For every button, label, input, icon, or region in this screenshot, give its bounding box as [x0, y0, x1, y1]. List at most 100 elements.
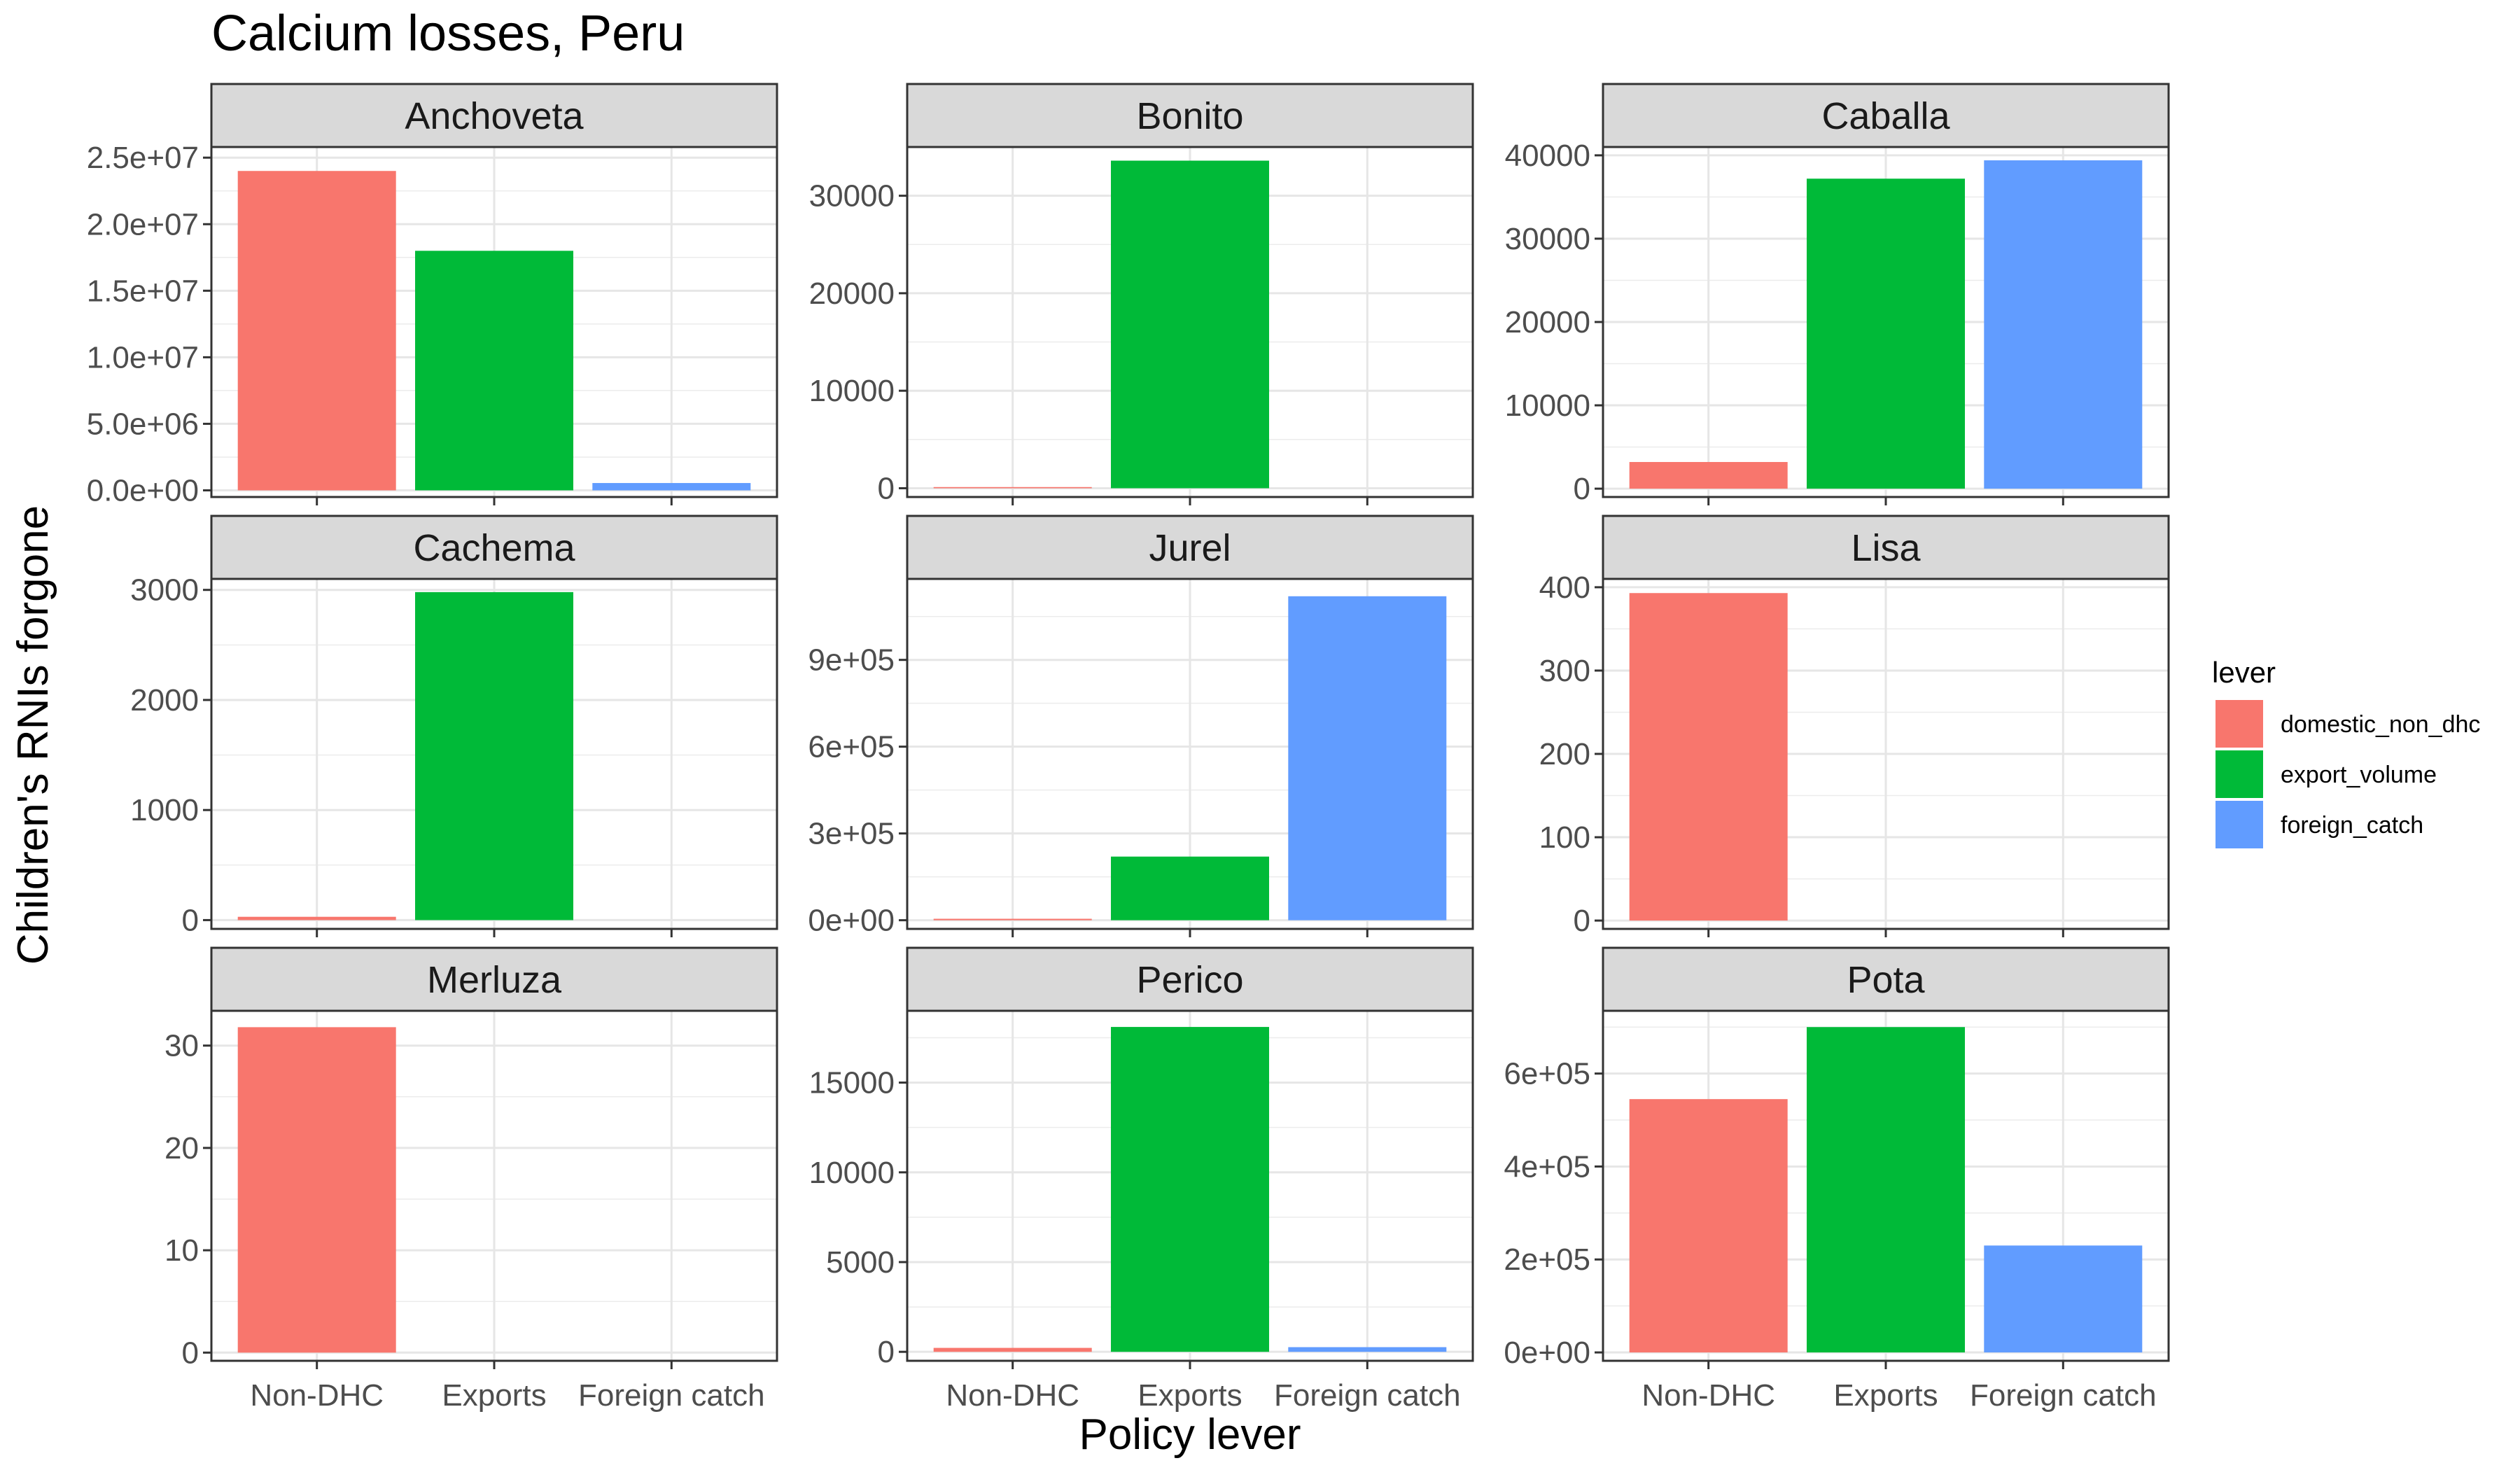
x-tick-label-non-dhc: Non-DHC — [1642, 1378, 1775, 1413]
facet-title-jurel: Jurel — [1149, 527, 1231, 569]
bar-perico-foreign-catch — [1288, 1347, 1447, 1352]
y-tick-label-pota: 6e+05 — [1504, 1057, 1590, 1091]
y-tick-label-bonito: 30000 — [809, 179, 895, 214]
x-tick-label-exports: Exports — [1138, 1378, 1242, 1413]
x-axis-title: Policy lever — [1079, 1410, 1301, 1459]
legend: lever domestic_non_dhc export_volumeforei… — [2212, 656, 2480, 848]
legend-key-foreign-catch — [2216, 801, 2263, 848]
facet-bonito: Bonito 0 10000 20000 30000 — [809, 83, 1474, 505]
facet-strip-anchoveta — [210, 83, 778, 148]
facet-title-merluza: Merluza — [427, 959, 562, 1001]
bar-anchoveta-exports — [415, 251, 573, 491]
x-tick-label-non-dhc: Non-DHC — [946, 1378, 1079, 1413]
plot-title: Calcium losses, Peru — [211, 6, 685, 62]
y-tick-label-jurel: 9e+05 — [808, 643, 895, 678]
y-tick-label-lisa: 0 — [1574, 904, 1590, 938]
bar-perico-non-dhc — [933, 1348, 1092, 1352]
y-tick-label-merluza: 10 — [164, 1233, 199, 1268]
y-tick-label-lisa: 400 — [1539, 570, 1590, 605]
y-tick-label-jurel: 6e+05 — [808, 730, 895, 764]
y-tick-label-lisa: 300 — [1539, 654, 1590, 688]
y-tick-label-cachema: 3000 — [130, 573, 199, 608]
legend-title: lever — [2212, 656, 2276, 689]
x-tick-label-foreign-catch: Foreign catch — [578, 1378, 765, 1413]
y-tick-label-merluza: 0 — [182, 1336, 199, 1370]
y-tick-label-caballa: 0 — [1574, 472, 1590, 506]
y-tick-label-pota: 2e+05 — [1504, 1242, 1590, 1277]
y-tick-label-merluza: 30 — [164, 1029, 199, 1063]
facet-perico: Perico 0 5000 10000 15000 — [809, 946, 1474, 1369]
x-tick-labels: Non-DHC Exports Foreign catch Non-DHC Export… — [250, 1378, 2156, 1413]
y-tick-label-anchoveta: 1.0e+07 — [87, 340, 199, 374]
bar-perico-exports — [1111, 1027, 1269, 1352]
facet-lisa: Lisa 0 100 200 300 400 — [1539, 514, 2170, 938]
y-tick-label-pota: 0e+00 — [1504, 1336, 1590, 1370]
facet-jurel: Jurel 0e+00 3e+05 6e+05 9e+05 — [808, 514, 1474, 938]
bar-anchoveta-foreign-catch — [592, 483, 751, 491]
y-tick-label-anchoveta: 1.5e+07 — [87, 274, 199, 308]
facets: Anchoveta 0.0e+00 5.0e+06 1.0e+07 1.5e+07 2.0… — [87, 83, 2170, 1370]
y-tick-label-merluza: 20 — [164, 1131, 199, 1166]
facet-strip-jurel — [906, 514, 1474, 580]
legend-key-export-volume — [2216, 750, 2263, 798]
y-tick-label-anchoveta: 5.0e+06 — [87, 407, 199, 441]
facet-title-cachema: Cachema — [413, 527, 575, 569]
facet-title-perico: Perico — [1136, 959, 1243, 1001]
bar-bonito-exports — [1111, 160, 1269, 489]
facet-title-caballa: Caballa — [1821, 95, 1950, 137]
y-tick-label-jurel: 0e+00 — [808, 904, 895, 938]
bar-anchoveta-non-dhc — [237, 171, 396, 491]
facet-title-lisa: Lisa — [1851, 527, 1921, 569]
y-tick-label-cachema: 2000 — [130, 683, 199, 718]
y-tick-label-caballa: 40000 — [1505, 139, 1590, 173]
facet-pota: Pota 0e+00 2e+05 4e+05 6e+05 — [1504, 946, 2170, 1370]
y-tick-label-caballa: 30000 — [1505, 222, 1590, 256]
bar-caballa-exports — [1807, 178, 1965, 489]
legend-key-domestic-non-dhc — [2216, 700, 2263, 748]
y-tick-label-perico: 15000 — [809, 1066, 895, 1100]
bar-cachema-non-dhc — [237, 916, 396, 920]
facet-title-pota: Pota — [1847, 959, 1925, 1001]
facet-strip-cachema — [210, 514, 778, 580]
y-tick-label-anchoveta: 2.5e+07 — [87, 141, 199, 175]
y-axis-title: Children's RNIs forgone — [9, 505, 57, 965]
facet-merluza: Merluza 0 10 20 30 — [164, 946, 778, 1370]
y-tick-label-bonito: 20000 — [809, 276, 895, 311]
bar-jurel-foreign-catch — [1288, 596, 1447, 920]
bar-pota-non-dhc — [1629, 1099, 1788, 1353]
facet-strip-lisa — [1602, 514, 2170, 580]
facet-cachema: Cachema 0 1000 2000 3000 — [130, 514, 778, 937]
y-tick-label-bonito: 10000 — [809, 374, 895, 408]
legend-label-foreign-catch: foreign_catch — [2281, 812, 2423, 839]
bar-jurel-exports — [1111, 856, 1269, 920]
bar-pota-exports — [1807, 1027, 1965, 1353]
legend-label-export-volume: export_volume — [2281, 762, 2437, 788]
y-tick-label-cachema: 0 — [182, 903, 199, 937]
bar-lisa-non-dhc — [1629, 593, 1788, 921]
y-tick-label-bonito: 0 — [878, 471, 895, 505]
y-tick-label-jurel: 3e+05 — [808, 817, 895, 851]
legend-label-domestic-non-dhc: domestic_non_dhc — [2281, 711, 2480, 738]
x-tick-label-exports: Exports — [442, 1378, 546, 1413]
facet-strip-bonito — [906, 83, 1474, 148]
bar-jurel-non-dhc — [933, 918, 1092, 920]
facet-strip-merluza — [210, 946, 778, 1012]
y-tick-label-perico: 10000 — [809, 1156, 895, 1190]
bar-bonito-non-dhc — [933, 486, 1092, 489]
y-tick-label-perico: 0 — [878, 1335, 895, 1369]
y-tick-label-perico: 5000 — [826, 1245, 895, 1280]
bar-pota-foreign-catch — [1984, 1245, 2143, 1353]
facet-caballa: Caballa 0 10000 20000 30000 40000 — [1505, 83, 2170, 506]
bar-cachema-exports — [415, 592, 573, 920]
facet-anchoveta: Anchoveta 0.0e+00 5.0e+06 1.0e+07 1.5e+07 2.0… — [87, 83, 778, 507]
bar-caballa-foreign-catch — [1984, 160, 2143, 489]
x-tick-label-foreign-catch: Foreign catch — [1970, 1378, 2157, 1413]
facet-title-anchoveta: Anchoveta — [405, 95, 584, 137]
bar-caballa-non-dhc — [1629, 462, 1788, 489]
y-tick-label-caballa: 10000 — [1505, 388, 1590, 423]
y-tick-label-caballa: 20000 — [1505, 305, 1590, 340]
y-tick-label-pota: 4e+05 — [1504, 1149, 1590, 1184]
y-tick-label-anchoveta: 2.0e+07 — [87, 207, 199, 241]
x-tick-label-exports: Exports — [1833, 1378, 1938, 1413]
